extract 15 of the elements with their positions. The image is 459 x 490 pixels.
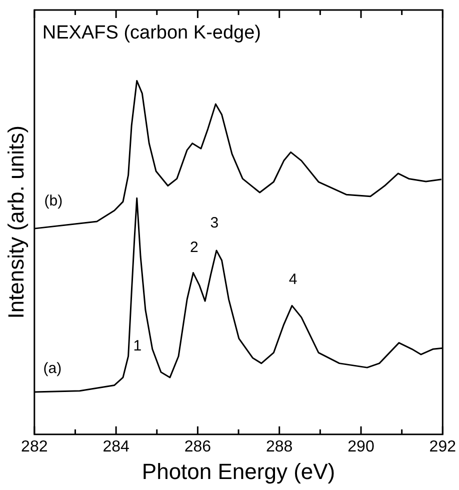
annotation: (b) (44, 192, 63, 210)
y-axis-title: Intensity (arb. units) (3, 126, 28, 319)
annotation: (a) (43, 360, 62, 378)
x-tick-label: 284 (102, 438, 130, 456)
x-tick-label: 288 (266, 438, 293, 456)
x-tick-label: 282 (21, 438, 48, 456)
annotation: 3 (210, 214, 219, 232)
x-tick-label: 290 (348, 438, 374, 456)
annotation: 2 (190, 238, 198, 256)
chart-title: NEXAFS (carbon K-edge) (42, 22, 261, 44)
x-tick-label: 292 (429, 438, 456, 456)
annotation: 4 (288, 270, 298, 288)
x-axis-title: Photon Energy (eV) (142, 458, 336, 484)
annotation: 1 (133, 337, 142, 354)
x-tick-label: 286 (184, 438, 212, 456)
